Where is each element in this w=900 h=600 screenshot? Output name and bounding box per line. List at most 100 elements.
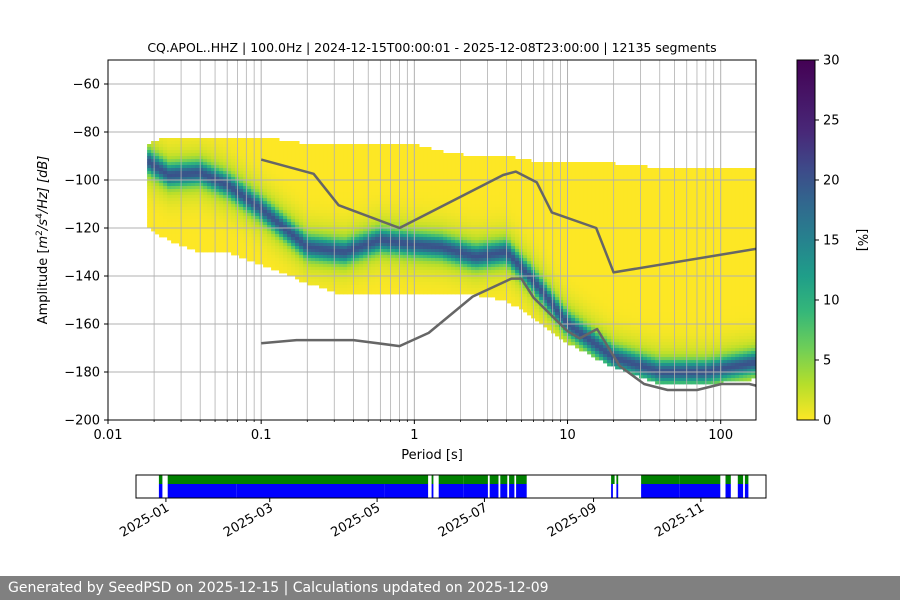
heatmap-cell [427,231,432,235]
heatmap-cell [271,213,276,217]
heatmap-cell [563,174,568,178]
heatmap-cell [443,285,448,289]
heatmap-cell [483,291,488,295]
heatmap-cell [271,207,276,211]
heatmap-cell [379,168,384,172]
heatmap-cell [175,222,180,226]
heatmap-cell [443,270,448,274]
heatmap-cell [495,258,500,262]
heatmap-cell [247,243,252,247]
heatmap-cell [415,186,420,190]
heatmap-cell [319,282,324,286]
heatmap-cell [211,237,216,241]
heatmap-cell [563,270,568,274]
heatmap-cell [219,231,224,235]
heatmap-cell [555,261,560,265]
heatmap-cell [463,273,468,277]
heatmap-cell [243,138,248,142]
heatmap-cell [499,270,504,274]
heatmap-cell [371,162,376,166]
heatmap-cell [327,216,332,220]
heatmap-cell [183,201,188,205]
heatmap-cell [471,258,476,262]
heatmap-cell [543,192,548,196]
heatmap-cell [187,141,192,145]
heatmap-cell [391,147,396,151]
heatmap-cell [535,207,540,211]
heatmap-cell [331,276,336,280]
heatmap-cell [439,240,444,244]
heatmap-cell [331,243,336,247]
heatmap-cell [535,174,540,178]
heatmap-cell [355,159,360,163]
heatmap-cell [471,195,476,199]
heatmap-cell [483,159,488,163]
heatmap-cell [371,225,376,229]
heatmap-cell [395,180,400,184]
heatmap-cell [415,177,420,181]
heatmap-cell [159,186,164,190]
heatmap-cell [239,165,244,169]
heatmap-cell [527,297,532,301]
heatmap-cell [191,144,196,148]
heatmap-cell [543,264,548,268]
heatmap-cell [375,237,380,241]
heatmap-cell [171,153,176,157]
heatmap-cell [375,213,380,217]
heatmap-cell [495,225,500,229]
heatmap-cell [383,207,388,211]
heatmap-cell [299,207,304,211]
heatmap-cell [263,213,268,217]
heatmap-cell [443,177,448,181]
heatmap-cell [451,204,456,208]
heatmap-cell [567,174,572,178]
heatmap-cell [427,273,432,277]
heatmap-cell [547,258,552,262]
heatmap-cell [411,240,416,244]
heatmap-cell [231,186,236,190]
heatmap-cell [459,198,464,202]
heatmap-cell [387,150,392,154]
heatmap-cell [291,237,296,241]
heatmap-cell [507,234,512,238]
heatmap-cell [355,282,360,286]
heatmap-cell [323,195,328,199]
heatmap-cell [427,252,432,256]
heatmap-cell [383,201,388,205]
heatmap-cell [511,180,516,184]
heatmap-cell [167,198,172,202]
heatmap-cell [231,147,236,151]
heatmap-cell [407,237,412,241]
heatmap-cell [347,174,352,178]
heatmap-cell [303,147,308,151]
heatmap-cell [363,285,368,289]
heatmap-cell [307,186,312,190]
heatmap-cell [571,342,576,346]
heatmap-cell [543,294,548,298]
heatmap-cell [483,267,488,271]
heatmap-cell [511,261,516,265]
heatmap-cell [455,216,460,220]
heatmap-cell [467,165,472,169]
heatmap-cell [199,153,204,157]
heatmap-cell [515,240,520,244]
heatmap-cell [419,219,424,223]
heatmap-cell [459,276,464,280]
heatmap-cell [343,159,348,163]
heatmap-cell [371,222,376,226]
heatmap-cell [467,246,472,250]
heatmap-cell [431,192,436,196]
heatmap-cell [311,222,316,226]
heatmap-cell [495,222,500,226]
heatmap-cell [419,207,424,211]
heatmap-cell [567,312,572,316]
heatmap-cell [551,195,556,199]
heatmap-cell [227,189,232,193]
heatmap-cell [239,210,244,214]
heatmap-cell [219,171,224,175]
heatmap-cell [151,162,156,166]
heatmap-cell [335,222,340,226]
heatmap-cell [399,240,404,244]
heatmap-cell [199,147,204,151]
heatmap-cell [543,261,548,265]
